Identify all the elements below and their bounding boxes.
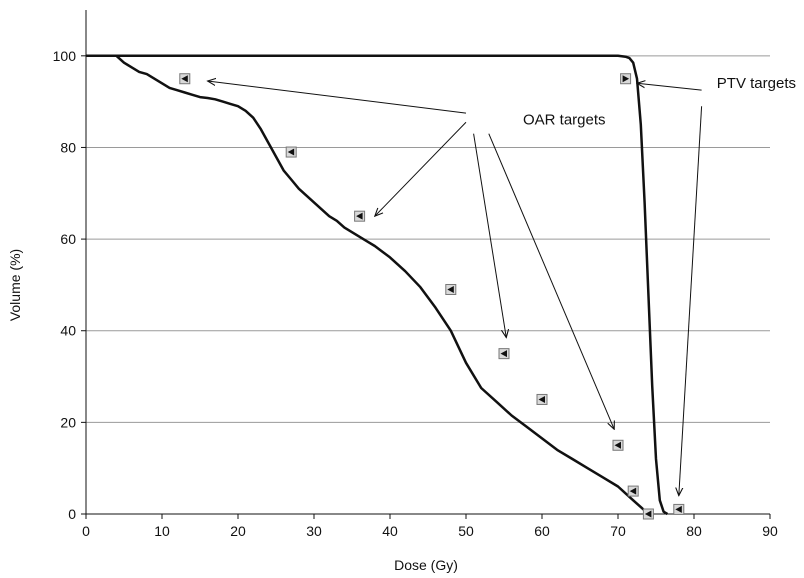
axes: 0 20 40 60 80 100 0 10 20 30 40 50 60 70 80 90 <box>53 10 778 539</box>
x-tick-label-0: 0 <box>82 523 90 539</box>
target-marker <box>673 503 685 515</box>
y-tick-label-60: 60 <box>60 231 76 247</box>
annotation-label: OAR targets <box>523 112 606 129</box>
x-tick-label-10: 10 <box>154 523 170 539</box>
x-tick-label-20: 20 <box>230 523 246 539</box>
annotation-arrow <box>637 83 702 91</box>
data-lines <box>86 54 669 516</box>
target-marker <box>620 73 632 85</box>
annotation-arrow <box>679 106 703 495</box>
y-tick-label-40: 40 <box>60 323 76 339</box>
x-tick-label-40: 40 <box>382 523 398 539</box>
grid-lines <box>86 55 770 423</box>
target-marker <box>445 283 457 295</box>
annotation-arrow <box>488 133 614 430</box>
left-triangle-icon <box>356 212 363 220</box>
left-triangle-icon <box>614 441 621 449</box>
target-marker <box>612 439 624 451</box>
x-tick-label-30: 30 <box>306 523 322 539</box>
left-triangle-icon <box>181 75 188 83</box>
dvh-curve-0 <box>86 54 650 515</box>
x-tick-label-80: 80 <box>686 523 702 539</box>
target-markers <box>179 73 685 520</box>
y-tick-label-80: 80 <box>60 139 76 155</box>
right-triangle-icon <box>622 75 630 83</box>
x-tick-label-70: 70 <box>610 523 626 539</box>
left-triangle-icon <box>287 148 295 156</box>
left-triangle-icon <box>447 285 454 293</box>
y-tick-label-100: 100 <box>53 48 77 64</box>
y-tick-label-0: 0 <box>68 506 76 522</box>
annotation-arrow <box>375 121 467 216</box>
x-tick-label-90: 90 <box>762 523 778 539</box>
left-triangle-icon <box>629 487 637 495</box>
annotations: OAR targets PTV targets <box>208 75 796 496</box>
y-axis-title: Volume (%) <box>7 249 23 321</box>
annotation-arrow <box>208 81 467 114</box>
annotation-label: PTV targets <box>717 75 796 92</box>
left-triangle-icon <box>500 350 507 358</box>
target-marker <box>498 348 510 360</box>
x-tick-label-60: 60 <box>534 523 550 539</box>
y-tick-label-20: 20 <box>60 414 76 430</box>
x-tick-label-50: 50 <box>458 523 474 539</box>
left-triangle-icon <box>675 505 682 513</box>
target-marker <box>536 393 548 405</box>
dvh-curve-1 <box>86 54 669 516</box>
target-marker <box>179 73 191 85</box>
target-marker <box>354 210 366 222</box>
target-marker <box>642 508 654 520</box>
left-triangle-icon <box>644 510 652 518</box>
left-triangle-icon <box>538 395 545 403</box>
annotation-arrow <box>473 133 507 338</box>
x-axis-title: Dose (Gy) <box>394 557 458 573</box>
target-marker <box>627 485 639 497</box>
target-marker <box>285 146 297 158</box>
